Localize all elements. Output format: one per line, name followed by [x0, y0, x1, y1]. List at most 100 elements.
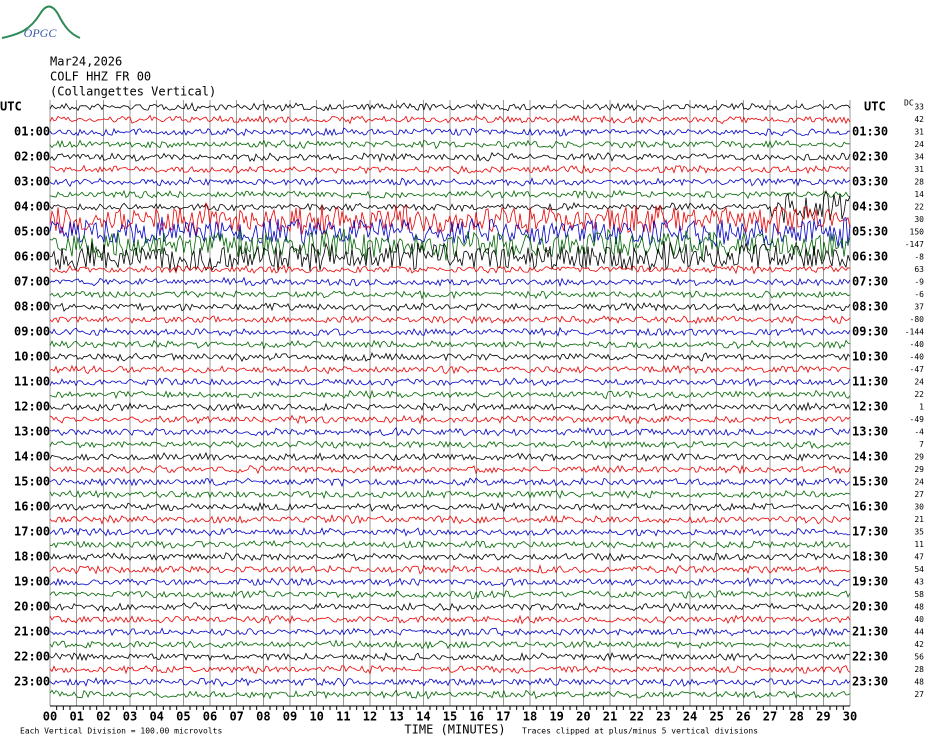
- left-header: UTC: [0, 100, 22, 114]
- trace: [49, 539, 850, 549]
- x-tick-label: 23: [656, 710, 670, 724]
- trace: [49, 639, 851, 650]
- trace: [49, 590, 851, 600]
- x-tick-label: 06: [203, 710, 217, 724]
- right-time-label: 02:30: [852, 150, 888, 164]
- left-time-label: 03:00: [14, 175, 50, 189]
- trace: [49, 164, 851, 175]
- dc-offset: 30: [914, 215, 924, 224]
- x-tick-label: 01: [69, 710, 83, 724]
- dc-offset: 27: [914, 690, 924, 699]
- right-time-label: 23:30: [852, 675, 888, 689]
- right-time-label: 20:30: [852, 600, 888, 614]
- dc-offset: 29: [914, 465, 924, 474]
- trace: [49, 276, 851, 288]
- left-time-label: 18:00: [14, 550, 50, 564]
- x-tick-label: 24: [683, 710, 697, 724]
- left-time-label: 20:00: [14, 600, 50, 614]
- x-tick-label: 04: [149, 710, 163, 724]
- x-title: TIME (MINUTES): [404, 723, 505, 737]
- left-time-label: 12:00: [14, 400, 50, 414]
- trace: [49, 289, 851, 300]
- left-time-label: 17:00: [14, 525, 50, 539]
- left-time-label: 04:00: [14, 200, 50, 214]
- dc-offset: -80: [910, 315, 925, 324]
- left-time-label: 11:00: [14, 375, 50, 389]
- dc-offset: -40: [910, 340, 925, 349]
- dc-offset: 34: [914, 153, 924, 162]
- trace: [49, 689, 851, 700]
- dc-offset: 30: [914, 503, 924, 512]
- x-tick-label: 28: [789, 710, 803, 724]
- right-time-label: 08:30: [852, 300, 888, 314]
- right-time-label: 06:30: [852, 250, 888, 264]
- right-time-label: 18:30: [852, 550, 888, 564]
- dc-offset: 27: [914, 490, 924, 499]
- trace: [49, 564, 851, 575]
- trace: [49, 527, 851, 537]
- right-time-label: 22:30: [852, 650, 888, 664]
- left-time-label: 13:00: [14, 425, 50, 439]
- dc-offset: 150: [910, 228, 925, 237]
- right-time-label: 12:30: [852, 400, 888, 414]
- right-time-label: 19:30: [852, 575, 888, 589]
- trace: [49, 552, 851, 562]
- trace: [49, 139, 851, 150]
- trace: [49, 302, 851, 312]
- x-tick-label: 18: [523, 710, 537, 724]
- left-time-label: 10:00: [14, 350, 50, 364]
- right-time-label: 05:30: [852, 225, 888, 239]
- dc-offset: 54: [914, 565, 924, 574]
- trace: [49, 401, 851, 412]
- x-tick-label: 02: [96, 710, 110, 724]
- dc-offset: -47: [910, 365, 925, 374]
- dc-offset: -8: [914, 253, 924, 262]
- right-time-label: 16:30: [852, 500, 888, 514]
- dc-offset: 28: [914, 665, 924, 674]
- right-time-label: 13:30: [852, 425, 888, 439]
- scale-note: Each Vertical Division = 100.00 microvol…: [20, 727, 222, 736]
- x-tick-label: 16: [469, 710, 483, 724]
- trace: [49, 601, 851, 613]
- left-time-label: 05:00: [14, 225, 50, 239]
- trace: [49, 651, 851, 662]
- right-time-label: 07:30: [852, 275, 888, 289]
- x-tick-label: 29: [816, 710, 830, 724]
- right-time-label: 01:30: [852, 125, 888, 139]
- x-tick-label: 00: [43, 710, 57, 724]
- dc-offset: 43: [914, 578, 924, 587]
- left-time-label: 21:00: [14, 625, 50, 639]
- x-tick-label: 17: [496, 710, 510, 724]
- x-tick-label: 15: [443, 710, 457, 724]
- dc-offset: 22: [914, 203, 924, 212]
- trace: [49, 240, 851, 273]
- trace: [49, 377, 851, 387]
- trace: [49, 426, 851, 437]
- x-tick-label: 26: [736, 710, 750, 724]
- left-time-label: 09:00: [14, 325, 50, 339]
- dc-offset: 1: [919, 403, 924, 412]
- dc-offset: 56: [914, 653, 924, 662]
- dc-offset: 40: [914, 615, 924, 624]
- dc-offset: 58: [914, 590, 924, 599]
- left-time-label: 08:00: [14, 300, 50, 314]
- trace: [49, 264, 851, 275]
- trace: [49, 477, 851, 488]
- dc-offset: -4: [914, 428, 924, 437]
- trace: [49, 326, 851, 337]
- trace: [49, 514, 851, 525]
- date: Mar24,2026: [50, 55, 122, 69]
- station: COLF HHZ FR 00: [50, 70, 151, 84]
- left-time-label: 06:00: [14, 250, 50, 264]
- trace: [49, 364, 851, 375]
- right-time-label: 04:30: [852, 200, 888, 214]
- right-time-label: 11:30: [852, 375, 888, 389]
- dc-offset: 31: [914, 128, 924, 137]
- left-time-label: 19:00: [14, 575, 50, 589]
- x-tick-label: 22: [629, 710, 643, 724]
- x-tick-label: 19: [549, 710, 563, 724]
- dc-offset: 29: [914, 453, 924, 462]
- trace: [49, 677, 851, 687]
- dc-offset: 48: [914, 678, 924, 687]
- trace: [49, 315, 851, 325]
